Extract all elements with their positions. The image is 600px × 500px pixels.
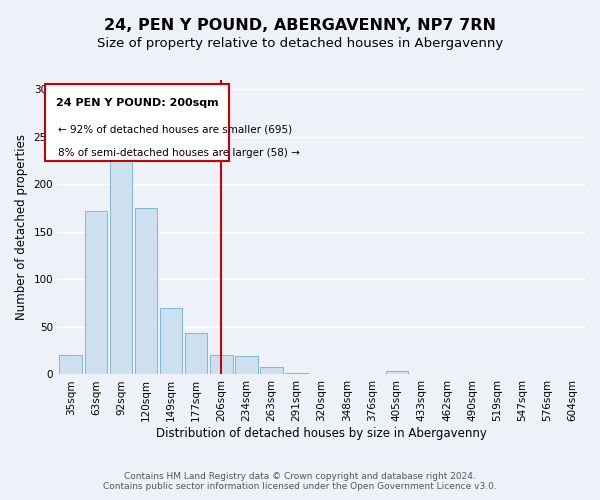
Bar xyxy=(185,332,208,374)
Text: 8% of semi-detached houses are larger (58) →: 8% of semi-detached houses are larger (5… xyxy=(58,148,300,158)
Bar xyxy=(160,308,182,374)
Text: Size of property relative to detached houses in Abergavenny: Size of property relative to detached ho… xyxy=(97,38,503,51)
Bar xyxy=(260,367,283,374)
Bar xyxy=(235,356,257,374)
Bar xyxy=(285,372,308,374)
Text: 24, PEN Y POUND, ABERGAVENNY, NP7 7RN: 24, PEN Y POUND, ABERGAVENNY, NP7 7RN xyxy=(104,18,496,32)
Bar xyxy=(110,158,132,374)
X-axis label: Distribution of detached houses by size in Abergavenny: Distribution of detached houses by size … xyxy=(156,427,487,440)
Text: Contains HM Land Registry data © Crown copyright and database right 2024.: Contains HM Land Registry data © Crown c… xyxy=(124,472,476,481)
Text: ← 92% of detached houses are smaller (695): ← 92% of detached houses are smaller (69… xyxy=(58,124,292,134)
FancyBboxPatch shape xyxy=(45,84,229,161)
Bar xyxy=(210,356,233,374)
Text: 24 PEN Y POUND: 200sqm: 24 PEN Y POUND: 200sqm xyxy=(56,98,218,108)
Bar xyxy=(85,211,107,374)
Text: Contains public sector information licensed under the Open Government Licence v3: Contains public sector information licen… xyxy=(103,482,497,491)
Bar xyxy=(134,208,157,374)
Bar xyxy=(59,356,82,374)
Bar xyxy=(386,370,408,374)
Y-axis label: Number of detached properties: Number of detached properties xyxy=(15,134,28,320)
